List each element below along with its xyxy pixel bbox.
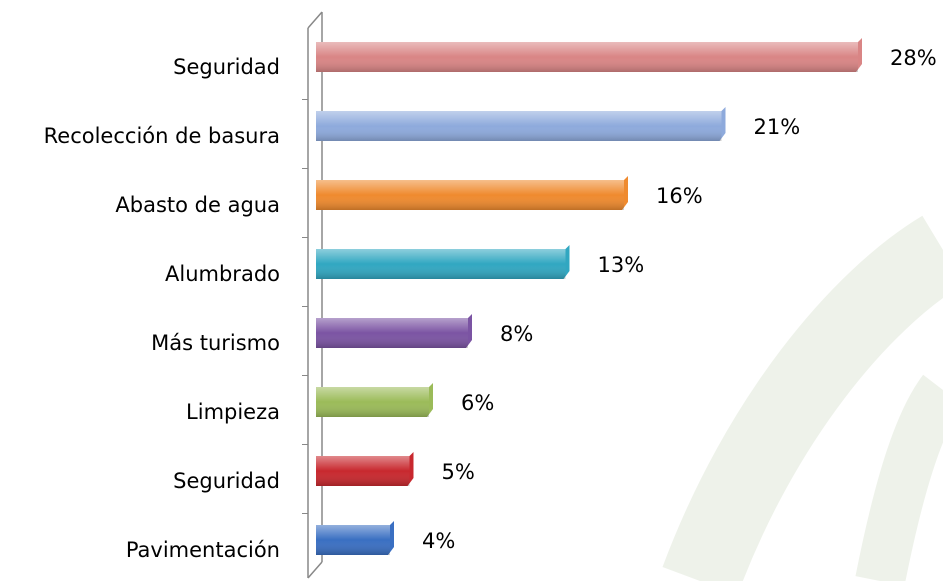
category-label: Seguridad <box>173 469 280 493</box>
value-label: 5% <box>442 460 475 484</box>
category-label: Seguridad <box>173 55 280 79</box>
bar-shade <box>316 456 410 486</box>
value-label: 6% <box>461 391 494 415</box>
bar-shade <box>316 318 468 348</box>
bar-shade <box>316 180 624 210</box>
value-label: 21% <box>754 115 801 139</box>
category-label: Limpieza <box>186 400 280 424</box>
category-label: Recolección de basura <box>44 124 280 148</box>
category-label: Alumbrado <box>165 262 280 286</box>
category-label: Pavimentación <box>126 538 280 562</box>
value-label: 13% <box>598 253 645 277</box>
bar-shade <box>316 525 390 555</box>
bar-shade <box>316 111 722 141</box>
bar-shade <box>316 387 429 417</box>
value-label: 8% <box>500 322 533 346</box>
axis-wall <box>307 11 323 579</box>
background-swirl <box>662 215 943 581</box>
value-label: 28% <box>890 46 937 70</box>
bar-shade <box>316 42 858 72</box>
value-label: 4% <box>422 529 455 553</box>
category-label: Abasto de agua <box>115 193 280 217</box>
category-label: Más turismo <box>151 331 280 355</box>
bar-shade <box>316 249 566 279</box>
value-label: 16% <box>656 184 703 208</box>
